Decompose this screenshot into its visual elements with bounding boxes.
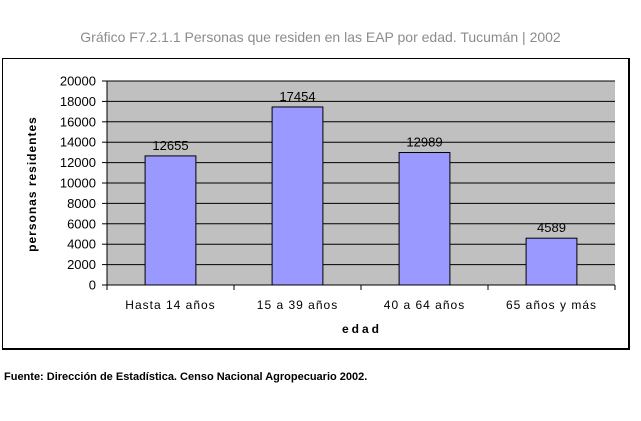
y-tick-label: 16000 <box>60 114 96 129</box>
x-tick-label: 15 a 39 años <box>257 298 338 312</box>
x-tick-label: 40 a 64 años <box>384 298 465 312</box>
x-tick-label: Hasta 14 años <box>125 298 215 312</box>
plot-area: 0 2000 4000 6000 8000 10000 12000 14000 16000 180… <box>60 74 616 312</box>
y-tick-label: 8000 <box>67 196 96 211</box>
y-tick-label: 2000 <box>67 257 96 272</box>
y-tick-label: 6000 <box>67 216 96 231</box>
x-axis-label: edad <box>342 322 382 336</box>
bar <box>271 106 324 286</box>
y-tick-label: 0 <box>89 278 96 293</box>
data-label: 17454 <box>279 89 315 104</box>
bar <box>398 152 451 286</box>
x-tick-label: 65 años y más <box>506 298 597 312</box>
data-label: 4589 <box>537 220 566 235</box>
y-tick-label: 18000 <box>60 94 96 109</box>
y-tick-label: 14000 <box>60 135 96 150</box>
data-label: 12655 <box>152 138 188 153</box>
y-tick-label: 10000 <box>60 176 96 191</box>
bar <box>525 237 578 286</box>
y-tick-label: 12000 <box>60 155 96 170</box>
data-label: 12989 <box>406 135 442 150</box>
bar <box>144 155 197 286</box>
page-title: Gráfico F7.2.1.1 Personas que residen en… <box>80 29 561 45</box>
y-axis-label: personas residentes <box>25 116 39 252</box>
y-tick-label: 4000 <box>67 237 96 252</box>
source-note: Fuente: Dirección de Estadística. Censo … <box>4 371 368 383</box>
y-tick-label: 20000 <box>60 74 96 89</box>
